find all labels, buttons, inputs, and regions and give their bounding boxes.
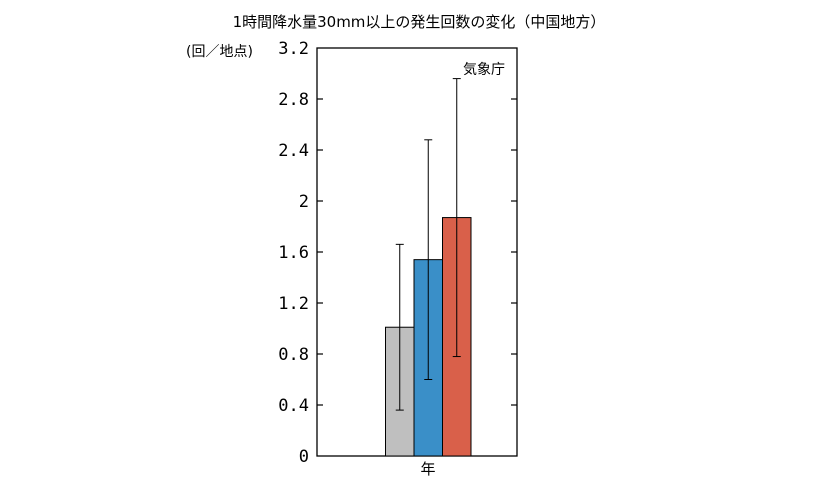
chart-title: 1時間降水量30mm以上の発生回数の変化（中国地方） — [233, 13, 606, 31]
y-tick-label: 0.4 — [278, 396, 309, 416]
x-category-label: 年 — [420, 460, 435, 478]
error-bars — [395, 78, 461, 411]
y-tick-label: 2 — [299, 192, 309, 212]
y-tick-label: 2.4 — [278, 141, 309, 161]
y-tick-label: 1.2 — [278, 294, 309, 314]
y-tick-label: 2.8 — [278, 90, 309, 110]
y-axis-unit-label: (回／地点) — [186, 44, 253, 60]
credit-label: 気象庁 — [463, 62, 505, 78]
y-tick-label: 1.6 — [278, 243, 309, 263]
y-tick-label: 3.2 — [278, 39, 309, 59]
y-tick-label: 0 — [299, 447, 309, 467]
y-tick-label: 0.8 — [278, 345, 309, 365]
y-axis: 0 0.4 0.8 1.2 1.6 2 2.4 2.8 3.2 — [278, 39, 517, 467]
